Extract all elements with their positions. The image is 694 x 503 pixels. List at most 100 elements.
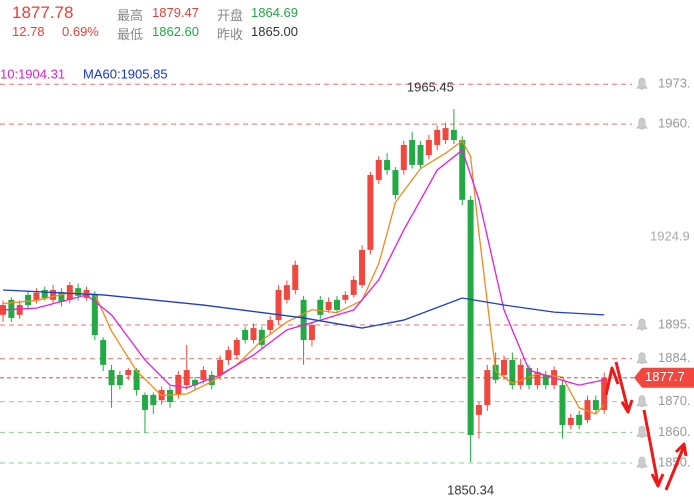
candle-body bbox=[308, 324, 315, 341]
candle-body bbox=[300, 299, 307, 341]
bell-icon bbox=[636, 77, 648, 90]
candle-body bbox=[325, 301, 332, 310]
ma-line bbox=[2, 289, 605, 329]
quote-value: 1865.00 bbox=[251, 24, 298, 39]
candle-body bbox=[217, 359, 224, 375]
quote-value: 1864.69 bbox=[251, 5, 298, 20]
candle-body bbox=[91, 294, 98, 336]
alert-label: 1884. bbox=[658, 350, 691, 365]
candle-body bbox=[367, 174, 374, 250]
trend-arrow bbox=[642, 409, 665, 488]
alert-label: 1960. bbox=[658, 116, 691, 131]
bell-icon bbox=[636, 456, 648, 469]
candle-body bbox=[150, 394, 157, 406]
candle-body bbox=[434, 129, 441, 145]
candle-body bbox=[601, 377, 608, 410]
quote-label: 最低 bbox=[117, 27, 144, 42]
candle-body bbox=[384, 159, 391, 171]
candle-body bbox=[292, 264, 299, 291]
candle-body bbox=[559, 385, 566, 425]
candle-body bbox=[584, 400, 591, 421]
candle-body bbox=[200, 370, 207, 380]
candle-body bbox=[267, 320, 274, 330]
candle-body bbox=[534, 371, 541, 386]
max-label: 1965.45 bbox=[407, 79, 454, 94]
candle-body bbox=[592, 400, 599, 410]
candle-body bbox=[116, 374, 123, 386]
candle-body bbox=[275, 290, 282, 321]
bell-icon bbox=[636, 395, 648, 408]
quote-label: 昨收 bbox=[217, 27, 244, 42]
candle-body bbox=[359, 249, 366, 286]
candle-body bbox=[475, 405, 482, 415]
candle-body bbox=[225, 350, 232, 360]
candle-body bbox=[501, 359, 507, 375]
bell-icon bbox=[636, 117, 648, 130]
candle-body bbox=[484, 370, 491, 406]
candle-body bbox=[175, 374, 182, 395]
candle-body bbox=[258, 329, 265, 345]
ma-line bbox=[2, 149, 605, 389]
candle-body bbox=[75, 288, 82, 296]
candle-body bbox=[542, 374, 549, 386]
bell-icon bbox=[636, 352, 648, 365]
candle-body bbox=[442, 128, 449, 141]
candle-body bbox=[576, 414, 583, 425]
candle-body bbox=[492, 364, 499, 380]
quote-value: 1862.60 bbox=[152, 24, 199, 39]
ma-legend: MA60:1905.85 bbox=[83, 66, 168, 81]
candle-body bbox=[375, 159, 382, 180]
quote-value: 1879.47 bbox=[152, 5, 199, 20]
candle-body bbox=[417, 144, 424, 165]
candle-body bbox=[100, 340, 107, 365]
trend-arrow bbox=[604, 366, 620, 396]
candle-body bbox=[233, 340, 240, 356]
change: 12.78 bbox=[12, 24, 45, 39]
candle-body bbox=[192, 379, 199, 386]
candle-body bbox=[517, 364, 524, 386]
ma-legend: 10:1904.31 bbox=[0, 66, 65, 81]
alert-label: 1895. bbox=[658, 316, 691, 331]
candle-body bbox=[208, 374, 215, 386]
quote-label: 最高 bbox=[117, 8, 144, 23]
bell-icon bbox=[636, 426, 648, 438]
quote-label: 开盘 bbox=[217, 8, 244, 23]
candle-body bbox=[25, 294, 32, 306]
y-tick-label: 1924.9 bbox=[650, 229, 690, 244]
candle-body bbox=[400, 144, 407, 171]
candle-body bbox=[392, 170, 399, 195]
trend-arrow bbox=[664, 442, 688, 491]
change-pct: 0.69% bbox=[62, 24, 99, 39]
candle-body bbox=[334, 299, 340, 310]
candle-body bbox=[509, 359, 516, 386]
candle-body bbox=[33, 292, 40, 300]
candle-body bbox=[133, 370, 140, 391]
candle-body bbox=[317, 299, 324, 315]
candle-body bbox=[459, 140, 466, 200]
candle-body bbox=[41, 290, 48, 298]
candle-body bbox=[450, 129, 457, 141]
candle-body bbox=[167, 390, 173, 402]
candle-body bbox=[342, 294, 349, 300]
alert-label: 1860. bbox=[658, 424, 691, 439]
candle-body bbox=[250, 328, 257, 341]
alert-label: 1870. bbox=[658, 393, 691, 408]
candle-body bbox=[409, 140, 416, 165]
alert-label: 1850. bbox=[658, 454, 691, 469]
candle-body bbox=[242, 329, 249, 341]
candle-body bbox=[50, 290, 57, 300]
candle-body bbox=[567, 417, 574, 425]
candle-body bbox=[183, 370, 190, 386]
bell-icon bbox=[636, 318, 648, 331]
candle-body bbox=[141, 394, 148, 410]
candle-body bbox=[125, 370, 132, 375]
candle-body bbox=[16, 305, 23, 315]
candle-body bbox=[108, 370, 115, 386]
price-tag bbox=[634, 367, 694, 388]
trend-arrow bbox=[614, 361, 634, 414]
price-tag-label: 1877.7 bbox=[645, 369, 685, 384]
min-label: 1850.34 bbox=[447, 482, 494, 497]
candle-body bbox=[467, 199, 474, 436]
